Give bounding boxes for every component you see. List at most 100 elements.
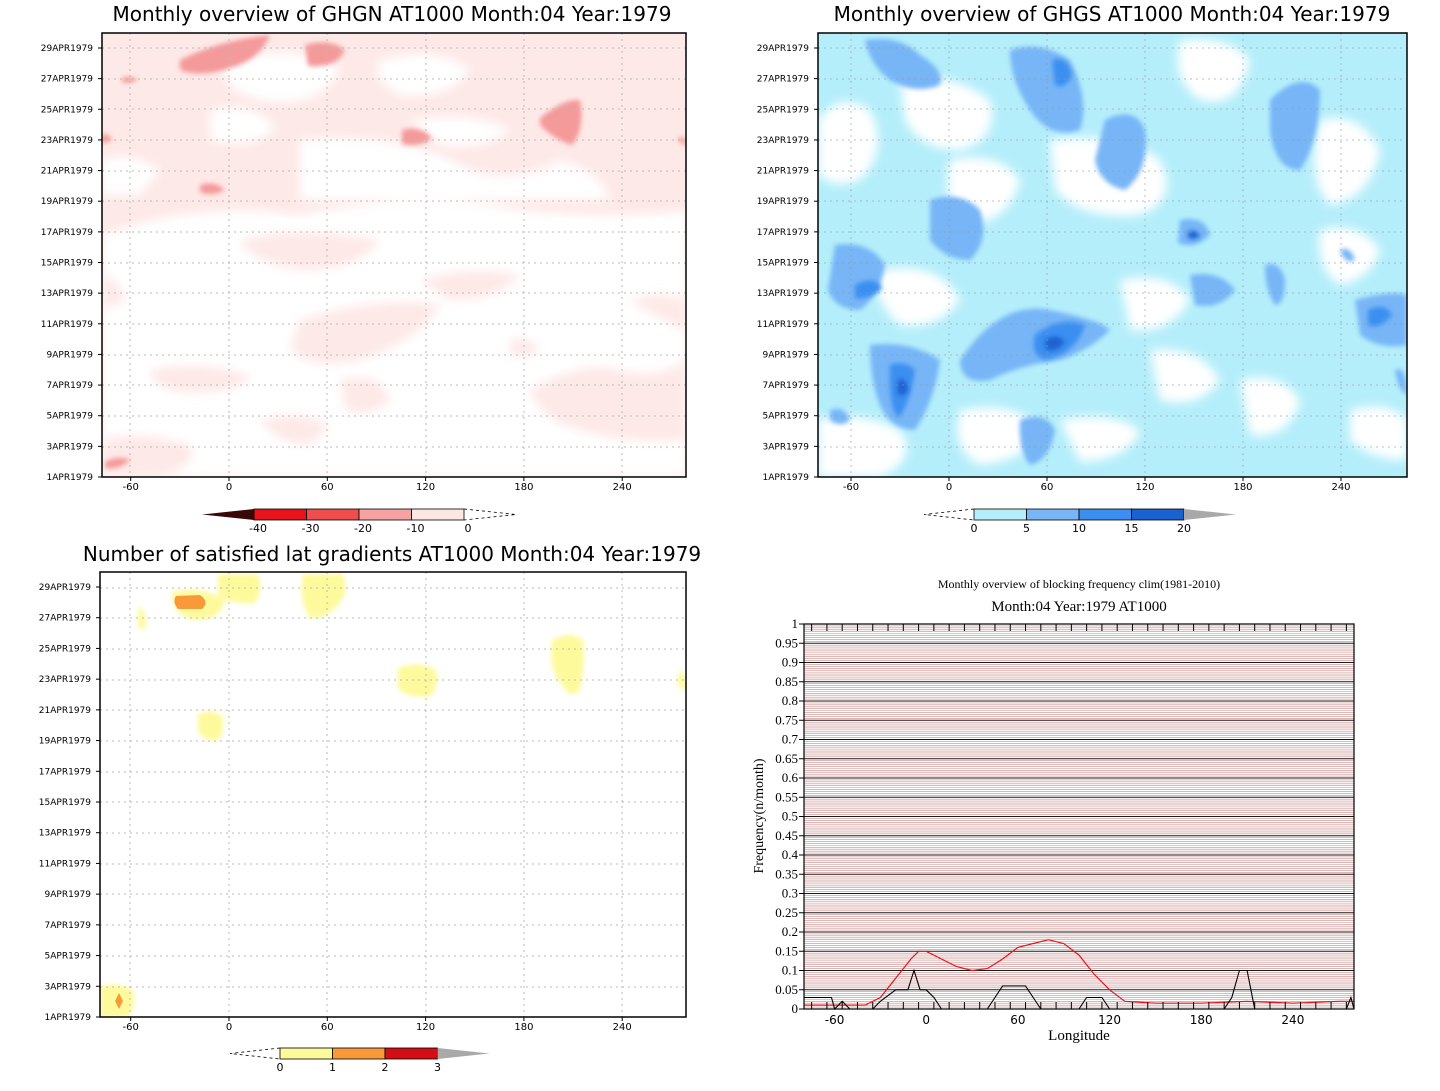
colorbar-arrow-left	[229, 1047, 281, 1060]
x-tick-label: 240	[1331, 482, 1350, 493]
blocking-x-axis: -60 0 60 120 180 240	[811, 624, 1347, 1027]
ghgn-field	[102, 33, 686, 477]
colorbar-label: 15	[1125, 522, 1139, 535]
colorbar-label: 0	[971, 522, 978, 535]
y-tick-label: 29APR1979	[41, 44, 93, 54]
y-tick-label: 5APR1979	[763, 412, 810, 422]
y-tick-label: 0.2	[782, 924, 798, 939]
y-tick-label: 19APR1979	[757, 197, 809, 207]
latgrad-field	[100, 572, 686, 1017]
y-tick-label: 0.3	[782, 886, 798, 901]
latgrad-plot-frame	[99, 571, 687, 1018]
latgrad-y-axis: 1APR1979 3APR1979 5APR1979 7APR1979 9APR1979…	[39, 583, 100, 1023]
y-tick-label: 7APR1979	[763, 381, 810, 391]
ghgs-x-axis: -60 0 60 120 180 240	[843, 477, 1351, 493]
ghgn-x-axis: -60 0 60 120 180 240	[123, 477, 632, 493]
ghgs-field	[818, 33, 1407, 477]
ghgs-plot-frame	[817, 32, 1408, 478]
colorbar-arrow-right	[463, 508, 517, 521]
latgrad-x-axis: -60 0 60 120 180 240	[123, 1017, 632, 1033]
colorbar-label: 3	[434, 1061, 441, 1074]
latgrad-title: Number of satisfied lat gradients AT1000…	[83, 542, 701, 566]
x-tick-label: -60	[843, 482, 859, 493]
y-tick-label: 9APR1979	[45, 890, 92, 900]
ghgs-grid	[818, 33, 1407, 477]
y-tick-label: 7APR1979	[47, 381, 94, 391]
latgrad-blob	[218, 574, 261, 604]
ghgs-y-axis: 1APR1979 3APR1979 5APR1979 7APR1979 9APR1979…	[757, 44, 818, 483]
y-tick-label: 27APR1979	[39, 614, 91, 624]
y-tick-label: 7APR1979	[45, 921, 92, 931]
colorbar-swatch	[279, 1047, 333, 1060]
latgrad-blob	[198, 711, 224, 741]
colorbar-swatch	[253, 508, 307, 521]
monthly-blocking-line	[804, 968, 1355, 1011]
y-tick-label: 15APR1979	[39, 798, 91, 808]
colorbar-label: 1	[329, 1061, 336, 1074]
ghgn-title: Monthly overview of GHGN AT1000 Month:04…	[113, 2, 672, 26]
x-tick-label: 180	[514, 482, 533, 493]
latgrad-grid	[100, 572, 686, 1017]
colorbar-arrow-left	[923, 508, 975, 521]
colorbar-swatch	[332, 1047, 386, 1060]
y-tick-label: 27APR1979	[41, 75, 93, 85]
colorbar-label: 0	[465, 522, 472, 535]
x-tick-label: 180	[514, 1022, 533, 1033]
x-tick-label: 240	[613, 1022, 632, 1033]
x-tick-label: 60	[1010, 1013, 1025, 1027]
x-tick-label: 0	[946, 482, 952, 493]
latgrad-colorbar: 0 1 2 3	[229, 1047, 490, 1074]
y-tick-label: 25APR1979	[41, 105, 93, 115]
x-tick-label: 60	[321, 482, 334, 493]
x-tick-label: 180	[1233, 482, 1252, 493]
y-tick-label: 0.55	[775, 789, 798, 804]
y-tick-label: 3APR1979	[45, 982, 92, 992]
blocking-title: Month:04 Year:1979 AT1000	[991, 599, 1166, 615]
x-tick-label: 180	[1190, 1013, 1213, 1027]
y-tick-label: 0.8	[782, 693, 798, 708]
x-tick-label: 240	[1281, 1013, 1304, 1027]
y-tick-label: 5APR1979	[47, 412, 94, 422]
y-tick-label: 21APR1979	[39, 706, 91, 716]
colorbar-label: 0	[277, 1061, 284, 1074]
colorbar-swatch	[358, 508, 412, 521]
y-tick-label: 0.1	[782, 963, 798, 978]
y-tick-label: 21APR1979	[757, 167, 809, 177]
blocking-y-axis: 0 0.05 0.1 0.15 0.2 0.25 0.3 0.35 0.4 0.45 0.5 0.55…	[775, 616, 804, 1016]
y-tick-label: 23APR1979	[39, 675, 91, 685]
y-tick-label: 23APR1979	[757, 136, 809, 146]
colorbar-label: -20	[354, 522, 372, 535]
ghgs-panel: Monthly overview of GHGS AT1000 Month:04…	[757, 2, 1408, 535]
x-tick-label: 120	[416, 482, 435, 493]
ghgn-panel: Monthly overview of GHGN AT1000 Month:04…	[41, 2, 687, 535]
y-tick-label: 0.65	[775, 751, 798, 766]
y-tick-label: 3APR1979	[47, 442, 94, 452]
x-tick-label: 0	[922, 1013, 930, 1027]
blocking-suptitle: Monthly overview of blocking frequency c…	[938, 577, 1220, 591]
ghgs-title: Monthly overview of GHGS AT1000 Month:04…	[834, 2, 1391, 26]
latgrad-blob	[551, 635, 584, 694]
ghgn-plot-frame	[101, 32, 687, 478]
colorbar-swatch	[1078, 508, 1132, 521]
y-tick-label: 21APR1979	[41, 167, 93, 177]
y-tick-label: 3APR1979	[763, 442, 810, 452]
colorbar-label: 2	[382, 1061, 389, 1074]
y-tick-label: 13APR1979	[39, 829, 91, 839]
x-tick-label: 240	[613, 482, 632, 493]
colorbar-swatch	[1131, 508, 1185, 521]
colorbar-label: 5	[1023, 522, 1030, 535]
y-tick-label: 0.05	[775, 982, 798, 997]
y-tick-label: 0.75	[775, 712, 798, 727]
x-tick-label: 60	[321, 1022, 334, 1033]
colorbar-swatch	[306, 508, 360, 521]
colorbar-swatch	[973, 508, 1027, 521]
y-tick-label: 29APR1979	[39, 583, 91, 593]
y-tick-label: 0.5	[782, 809, 798, 824]
ghgs-colorbar: 0 5 10 15 20	[923, 508, 1236, 535]
y-tick-label: 0.85	[775, 674, 798, 689]
x-tick-label: 120	[1098, 1013, 1121, 1027]
y-tick-label: 0.7	[782, 732, 799, 747]
y-tick-label: 1APR1979	[45, 1013, 92, 1023]
y-tick-label: 11APR1979	[41, 320, 93, 330]
